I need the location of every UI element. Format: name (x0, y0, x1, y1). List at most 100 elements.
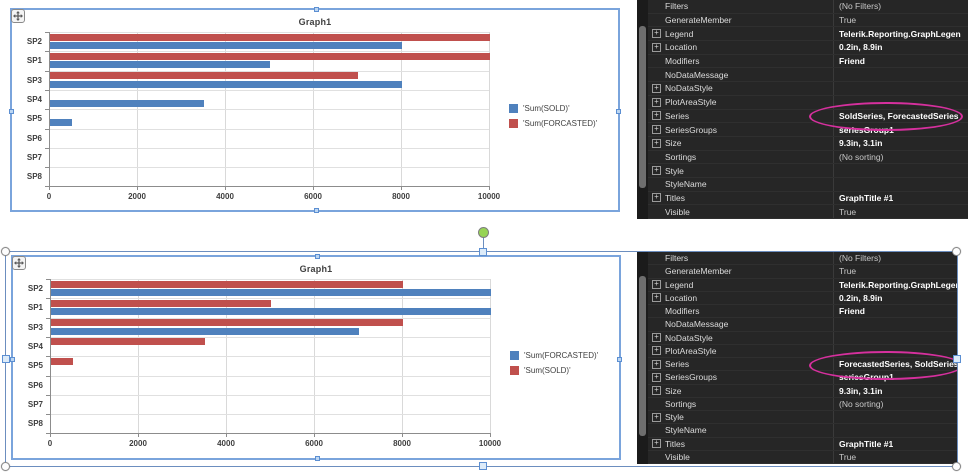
property-row-size[interactable]: + Size 9.3in, 3.1in (648, 384, 957, 398)
property-row-titles[interactable]: + Titles GraphTitle #1 (648, 191, 968, 206)
property-row-plotareastyle[interactable]: + PlotAreaStyle (648, 344, 957, 358)
property-row-seriesgroups[interactable]: + SeriesGroups seriesGroup1 (648, 371, 957, 385)
graph-item-bottom[interactable]: Graph1 0 2000 4000 6000 8000 10000 SP2 SP1 SP3 SP4… (10, 254, 622, 461)
expand-icon[interactable]: + (648, 412, 665, 422)
expand-icon[interactable]: + (648, 125, 665, 135)
property-row-legend[interactable]: + Legend Telerik.Reporting.GraphLegen (648, 278, 957, 292)
scrollbar-track[interactable] (637, 0, 648, 219)
scrollbar-thumb[interactable] (639, 26, 646, 188)
property-row-filters[interactable]: Filters (No Filters) (648, 0, 968, 14)
plus-icon: + (652, 29, 661, 39)
resize-handle-bottom-right[interactable] (952, 462, 961, 471)
gridline-horizontal (49, 109, 489, 111)
expand-icon[interactable]: + (648, 293, 665, 303)
property-row-visible[interactable]: Visible True (648, 205, 968, 219)
y-axis-line (49, 32, 50, 187)
expand-icon[interactable]: + (648, 111, 665, 121)
move-icon[interactable] (11, 9, 25, 23)
gridline-horizontal (50, 298, 490, 300)
resize-handle-top-left[interactable] (1, 247, 10, 256)
property-row-nodatamessage[interactable]: NoDataMessage (648, 318, 957, 332)
expand-icon[interactable]: + (648, 97, 665, 107)
category-label: SP2 (26, 37, 42, 46)
property-row-style[interactable]: + Style (648, 411, 957, 425)
designer-resize-handle[interactable] (314, 7, 319, 12)
scrollbar-track[interactable] (637, 252, 648, 464)
chart-legend[interactable]: 'Sum(SOLD)' 'Sum(FORCASTED)' (509, 101, 597, 131)
gridline-horizontal (50, 336, 490, 338)
expand-icon[interactable]: + (648, 346, 665, 356)
chart-legend[interactable]: 'Sum(FORCASTED)' 'Sum(SOLD)' (510, 348, 598, 378)
legend-swatch (510, 351, 519, 360)
expand-icon[interactable]: + (648, 42, 665, 52)
expand-icon[interactable]: + (648, 29, 665, 39)
property-row-style[interactable]: + Style (648, 164, 968, 178)
scrollbar-thumb[interactable] (639, 276, 646, 436)
gridline-horizontal (49, 32, 489, 33)
expand-icon[interactable]: + (648, 372, 665, 382)
resize-handle-right[interactable] (953, 355, 961, 363)
property-row-modifiers[interactable]: Modifiers Friend (648, 305, 957, 319)
property-row-plotareastyle[interactable]: + PlotAreaStyle (648, 95, 968, 110)
bar-sumsold (51, 280, 403, 288)
designer-resize-handle[interactable] (9, 109, 14, 114)
y-axis-tick (45, 109, 49, 111)
x-axis-tick (489, 186, 490, 191)
property-row-titles[interactable]: + Titles GraphTitle #1 (648, 437, 957, 451)
plus-icon: + (652, 372, 661, 382)
property-row-size[interactable]: + Size 9.3in, 3.1in (648, 136, 968, 151)
category-label: SP8 (27, 419, 43, 429)
property-row-stylename[interactable]: StyleName (648, 177, 968, 192)
designer-resize-handle[interactable] (616, 109, 621, 114)
expand-icon[interactable]: + (648, 439, 665, 449)
property-row-location[interactable]: + Location 0.2in, 8.9in (648, 291, 957, 305)
resize-handle-top-right[interactable] (952, 247, 961, 256)
expand-icon[interactable]: + (648, 83, 665, 93)
category-label: SP1 (27, 303, 43, 313)
plus-icon: + (652, 346, 661, 356)
property-row-sortings[interactable]: Sortings (No sorting) (648, 150, 968, 165)
designer-resize-handle[interactable] (315, 254, 320, 259)
property-row-nodatastyle[interactable]: + NoDataStyle (648, 82, 968, 96)
property-row-generatemember[interactable]: GenerateMember True (648, 13, 968, 28)
designer-resize-handle[interactable] (10, 356, 15, 362)
property-row-legend[interactable]: + Legend Telerik.Reporting.GraphLegen (648, 27, 968, 42)
y-axis-tick (46, 433, 50, 435)
designer-resize-handle[interactable] (314, 208, 319, 213)
property-row-modifiers[interactable]: Modifiers Friend (648, 54, 968, 69)
property-value: GraphTitle #1 (833, 437, 957, 450)
resize-handle-bottom[interactable] (479, 462, 487, 470)
property-row-series[interactable]: + Series ForecastedSeries, SoldSeries (648, 358, 957, 372)
expand-icon[interactable]: + (648, 166, 665, 176)
property-row-stylename[interactable]: StyleName (648, 424, 957, 438)
property-value: True (833, 13, 968, 27)
resize-handle-bottom-left[interactable] (1, 462, 10, 471)
expand-icon[interactable]: + (648, 386, 665, 396)
expand-icon[interactable]: + (648, 138, 665, 148)
property-row-seriesgroups[interactable]: + SeriesGroups seriesGroup1 (648, 123, 968, 137)
property-row-nodatamessage[interactable]: NoDataMessage (648, 68, 968, 83)
rotate-handle[interactable] (478, 227, 489, 238)
property-name: StyleName (665, 179, 707, 190)
move-icon[interactable] (12, 256, 26, 270)
expand-icon[interactable]: + (648, 280, 665, 290)
property-name: NoDataMessage (665, 319, 729, 330)
property-name: Modifiers (665, 56, 700, 67)
expand-icon[interactable]: + (648, 193, 665, 203)
property-row-series[interactable]: + Series SoldSeries, ForecastedSeries (648, 109, 968, 124)
property-row-generatemember[interactable]: GenerateMember True (648, 265, 957, 279)
property-row-nodatastyle[interactable]: + NoDataStyle (648, 331, 957, 345)
designer-resize-handle[interactable] (617, 356, 622, 362)
expand-icon[interactable]: + (648, 359, 665, 369)
expand-icon[interactable]: + (648, 333, 665, 343)
property-value: True (833, 205, 968, 218)
plus-icon: + (652, 166, 661, 176)
resize-handle-left[interactable] (2, 355, 10, 363)
property-row-filters[interactable]: Filters (No Filters) (648, 252, 957, 266)
designer-resize-handle[interactable] (315, 456, 320, 461)
property-row-visible[interactable]: Visible True (648, 450, 957, 464)
graph-item-top[interactable]: Graph1 0 2000 4000 6000 8000 10000 SP2 SP1 SP3 SP4… (9, 7, 621, 213)
property-row-location[interactable]: + Location 0.2in, 8.9in (648, 41, 968, 55)
property-row-sortings[interactable]: Sortings (No sorting) (648, 397, 957, 411)
resize-handle-top[interactable] (479, 248, 487, 256)
